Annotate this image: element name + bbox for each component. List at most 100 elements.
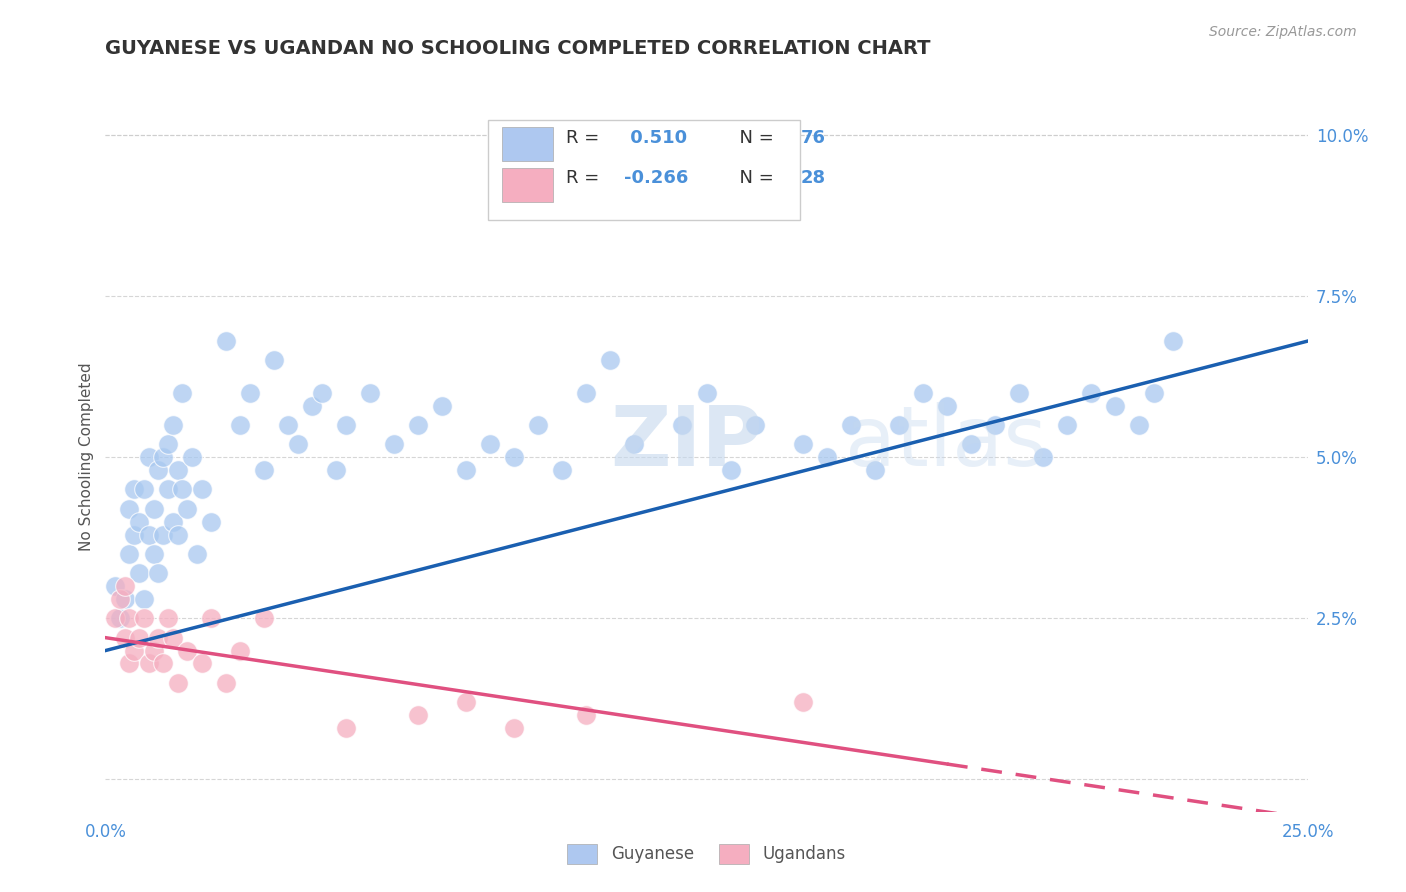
Point bbox=[253, 611, 276, 625]
FancyBboxPatch shape bbox=[488, 120, 800, 219]
Point bbox=[960, 437, 983, 451]
Text: N =: N = bbox=[728, 128, 780, 147]
Text: 28: 28 bbox=[800, 169, 825, 186]
Point bbox=[128, 566, 150, 581]
Point bbox=[118, 501, 141, 516]
Point bbox=[214, 334, 236, 348]
Point bbox=[118, 657, 141, 671]
Point bbox=[138, 657, 160, 671]
Point bbox=[1161, 334, 1184, 348]
Point bbox=[792, 695, 814, 709]
Point bbox=[671, 417, 693, 432]
Point bbox=[911, 385, 934, 400]
Point bbox=[124, 483, 146, 497]
Text: 0.510: 0.510 bbox=[624, 128, 686, 147]
Point bbox=[104, 611, 127, 625]
Point bbox=[936, 399, 959, 413]
Point bbox=[124, 643, 146, 657]
Point bbox=[277, 417, 299, 432]
Point bbox=[152, 657, 174, 671]
Point bbox=[253, 463, 276, 477]
Text: R =: R = bbox=[565, 169, 605, 186]
Point bbox=[138, 527, 160, 541]
Point bbox=[551, 463, 574, 477]
Point bbox=[181, 450, 204, 464]
Point bbox=[863, 463, 886, 477]
Point bbox=[1104, 399, 1126, 413]
Point bbox=[156, 437, 179, 451]
Point bbox=[623, 437, 645, 451]
Point bbox=[186, 547, 208, 561]
Point bbox=[575, 385, 598, 400]
Point bbox=[744, 417, 766, 432]
Point bbox=[503, 450, 526, 464]
FancyBboxPatch shape bbox=[502, 168, 553, 202]
Point bbox=[325, 463, 347, 477]
Point bbox=[1056, 417, 1078, 432]
Point bbox=[176, 501, 198, 516]
Point bbox=[190, 483, 212, 497]
Text: 76: 76 bbox=[800, 128, 825, 147]
Point bbox=[335, 721, 357, 735]
Point bbox=[229, 417, 252, 432]
Point bbox=[108, 611, 131, 625]
Point bbox=[132, 592, 155, 607]
Point bbox=[128, 515, 150, 529]
Point bbox=[132, 611, 155, 625]
Y-axis label: No Schooling Completed: No Schooling Completed bbox=[79, 363, 94, 551]
Point bbox=[200, 515, 222, 529]
Point bbox=[114, 631, 136, 645]
Point bbox=[239, 385, 262, 400]
Text: -0.266: -0.266 bbox=[624, 169, 688, 186]
Point bbox=[114, 579, 136, 593]
Point bbox=[148, 566, 170, 581]
Point bbox=[118, 547, 141, 561]
Point bbox=[887, 417, 910, 432]
Point bbox=[575, 708, 598, 723]
Point bbox=[382, 437, 405, 451]
Point bbox=[454, 695, 477, 709]
Text: Source: ZipAtlas.com: Source: ZipAtlas.com bbox=[1209, 25, 1357, 39]
Point bbox=[696, 385, 718, 400]
Text: R =: R = bbox=[565, 128, 605, 147]
Point bbox=[406, 708, 429, 723]
Point bbox=[430, 399, 453, 413]
Point bbox=[311, 385, 333, 400]
Point bbox=[176, 643, 198, 657]
Point bbox=[124, 527, 146, 541]
Point bbox=[142, 501, 165, 516]
Point bbox=[148, 463, 170, 477]
Point bbox=[114, 592, 136, 607]
Point bbox=[503, 721, 526, 735]
Point bbox=[301, 399, 323, 413]
Point bbox=[152, 527, 174, 541]
Point bbox=[984, 417, 1007, 432]
Point bbox=[527, 417, 550, 432]
Point bbox=[1008, 385, 1031, 400]
Point bbox=[190, 657, 212, 671]
Point bbox=[479, 437, 502, 451]
Point bbox=[815, 450, 838, 464]
Point bbox=[839, 417, 862, 432]
Point bbox=[214, 675, 236, 690]
Point bbox=[104, 579, 127, 593]
Point bbox=[128, 631, 150, 645]
Point bbox=[152, 450, 174, 464]
Point bbox=[1143, 385, 1166, 400]
Point bbox=[1128, 417, 1150, 432]
Point bbox=[1080, 385, 1102, 400]
Point bbox=[138, 450, 160, 464]
Point bbox=[156, 483, 179, 497]
Text: N =: N = bbox=[728, 169, 780, 186]
Point bbox=[156, 611, 179, 625]
Point bbox=[172, 385, 194, 400]
Point bbox=[162, 417, 184, 432]
Point bbox=[148, 631, 170, 645]
Point bbox=[720, 463, 742, 477]
Point bbox=[166, 463, 188, 477]
Point bbox=[108, 592, 131, 607]
Point bbox=[166, 675, 188, 690]
Point bbox=[454, 463, 477, 477]
Point bbox=[166, 527, 188, 541]
Point bbox=[162, 515, 184, 529]
